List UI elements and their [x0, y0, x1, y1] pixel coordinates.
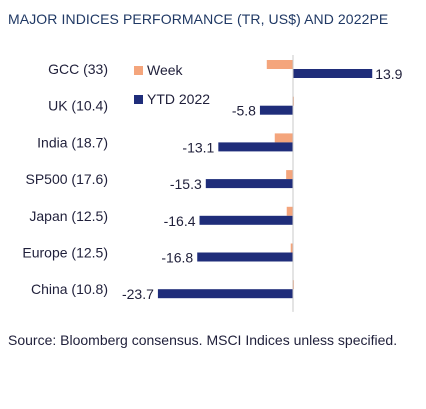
category-label: Japan (12.5)	[29, 208, 108, 224]
data-label: 13.9	[375, 66, 402, 82]
source-note: Source: Bloomberg consensus. MSCI Indice…	[8, 332, 398, 348]
bar-chart: GCC (33) 13.9 UK (10.4) -5.8 India (18.7) -13…	[22, 55, 403, 312]
ytd-bar	[218, 142, 293, 152]
ytd-bar	[157, 289, 293, 299]
legend-swatch-week	[134, 66, 143, 75]
data-label: -23.7	[122, 286, 154, 302]
legend-label-ytd: YTD 2022	[147, 91, 210, 107]
data-label: -16.8	[161, 250, 193, 266]
data-label: -5.8	[232, 103, 256, 119]
chart-title: MAJOR INDICES PERFORMANCE (TR, US$) AND …	[8, 11, 389, 27]
category-label: Europe (12.5)	[22, 245, 108, 261]
category-label: India (18.7)	[37, 134, 108, 150]
week-bar	[274, 133, 293, 143]
ytd-bar	[199, 215, 293, 225]
category-label: China (10.8)	[31, 281, 108, 297]
category-label: GCC (33)	[48, 61, 108, 77]
ytd-bar	[259, 105, 293, 115]
legend-label-week: Week	[147, 62, 184, 78]
data-label: -15.3	[170, 176, 202, 192]
category-label: SP500 (17.6)	[26, 171, 109, 187]
week-bar	[286, 170, 293, 180]
week-bar	[266, 60, 293, 69]
legend-swatch-ytd	[134, 95, 143, 104]
category-label: UK (10.4)	[48, 98, 108, 114]
data-label: -13.1	[182, 139, 214, 155]
week-bar	[286, 206, 293, 216]
data-label: -16.4	[164, 213, 196, 229]
ytd-bar	[197, 252, 293, 262]
ytd-bar	[293, 69, 373, 78]
ytd-bar	[205, 179, 293, 189]
week-bar	[290, 243, 293, 253]
